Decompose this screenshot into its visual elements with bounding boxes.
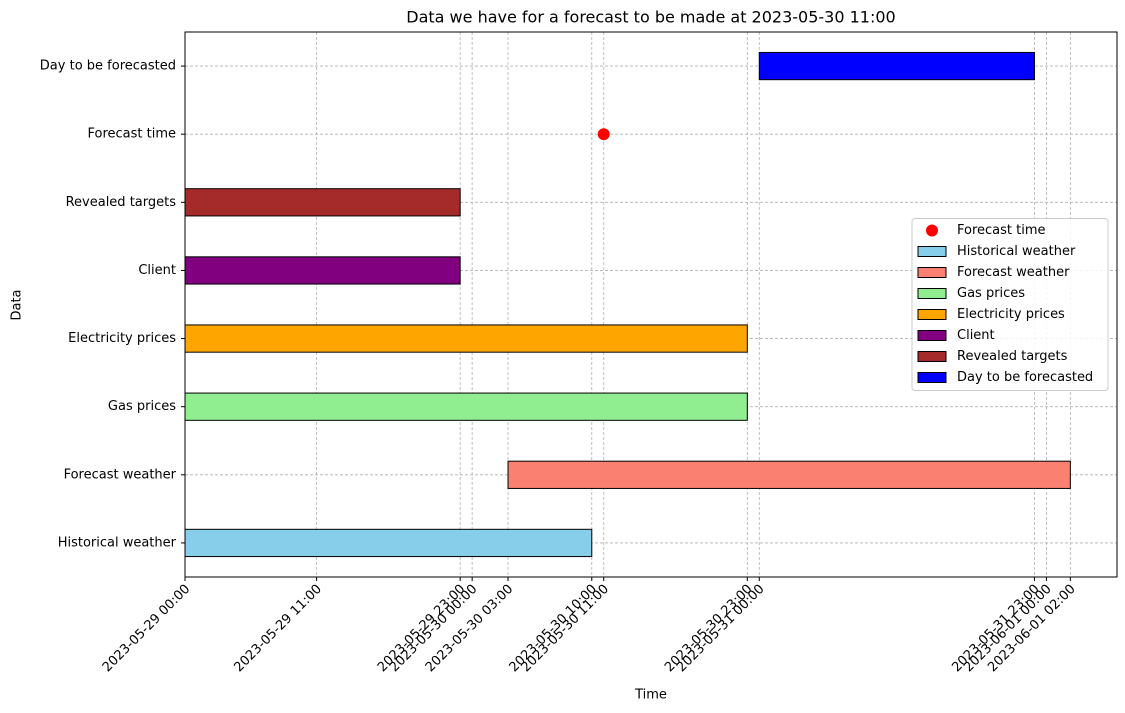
y-axis-label: Data [10, 289, 25, 320]
bar [507, 460, 1071, 489]
y-tick-label: Day to be forecasted [40, 59, 176, 74]
legend-marker [917, 267, 947, 278]
legend-label: Gas prices [957, 286, 1025, 301]
legend-marker [917, 246, 947, 257]
y-tick-label: Client [138, 263, 176, 278]
bar [184, 324, 748, 353]
plot-frame [184, 31, 1118, 578]
legend-label: Forecast weather [957, 265, 1070, 280]
y-tick-label: Historical weather [58, 535, 177, 550]
y-tick-label: Electricity prices [68, 331, 176, 346]
legend-label: Client [957, 328, 995, 343]
legend-marker [917, 309, 947, 320]
legend-label: Electricity prices [957, 307, 1065, 322]
legend-marker [917, 288, 947, 299]
legend-marker [926, 224, 938, 237]
y-tick-label: Forecast time [87, 127, 176, 142]
legend-label: Day to be forecasted [957, 370, 1093, 385]
bar [184, 392, 748, 421]
bar [184, 188, 461, 217]
legend-label: Historical weather [957, 244, 1076, 259]
bar [184, 256, 461, 285]
x-axis-label: Time [634, 688, 667, 703]
legend-marker [917, 372, 947, 383]
legend-label: Forecast time [957, 223, 1046, 238]
legend-frame [911, 218, 1109, 391]
legend-marker [917, 330, 947, 341]
legend-label: Revealed targets [957, 349, 1068, 364]
y-tick-label: Forecast weather [64, 467, 177, 482]
point [597, 128, 610, 141]
bar [184, 528, 593, 558]
legend-marker [917, 351, 947, 362]
y-tick-label: Gas prices [108, 399, 176, 414]
chart-title: Data we have for a forecast to be made a… [406, 8, 895, 27]
bar [758, 51, 1035, 81]
y-tick-label: Revealed targets [66, 195, 177, 210]
legend: Forecast time Historical weather Forecast … [911, 218, 1109, 391]
